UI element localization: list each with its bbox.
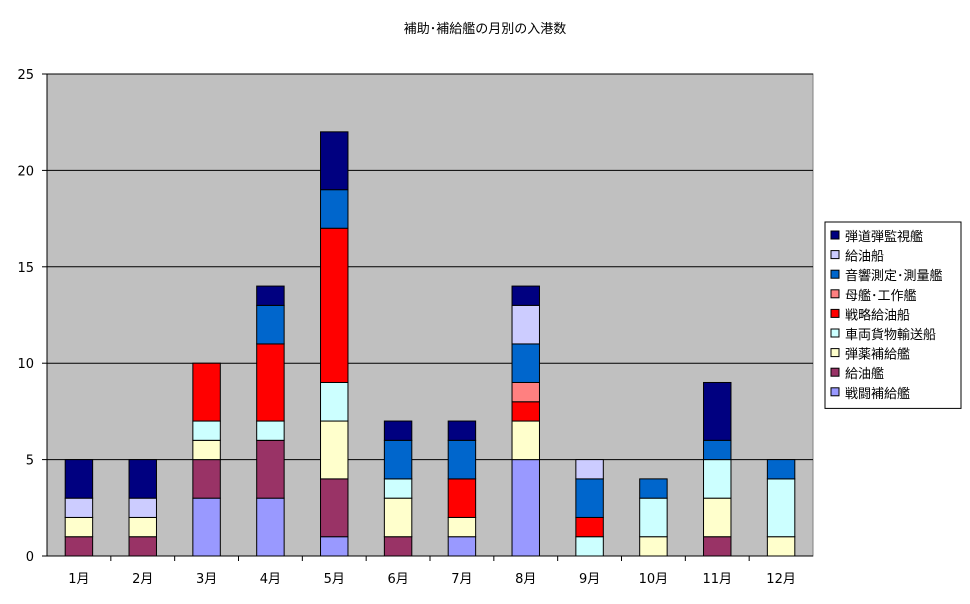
- bar-segment: [447, 478, 477, 518]
- bar-segment: [128, 516, 157, 538]
- legend-swatch: [830, 230, 840, 240]
- legend-label: 弾薬補給艦: [845, 348, 910, 363]
- bar-segment: [447, 439, 477, 480]
- bar-segment: [383, 420, 413, 441]
- bar-segment: [256, 420, 285, 441]
- bar-segment: [511, 420, 540, 461]
- bar-segment: [511, 343, 540, 383]
- bar-segment: [192, 420, 221, 441]
- bar-segment: [511, 285, 540, 306]
- bar-segment: [639, 497, 668, 538]
- bar-segment: [383, 536, 413, 557]
- legend-label: 車両貨物輸送船: [845, 327, 936, 343]
- bar-segment: [256, 497, 285, 557]
- x-tick-label: 6月: [387, 572, 408, 587]
- x-tick-label: 10月: [639, 572, 669, 587]
- bar-segment: [383, 439, 413, 480]
- bar-segment: [64, 459, 94, 499]
- bar-segment: [320, 381, 349, 422]
- bar-segment: [383, 497, 413, 538]
- bar-segment: [64, 516, 94, 538]
- bar-segment: [511, 401, 540, 422]
- bar-segment: [766, 536, 796, 557]
- x-tick-label: 4月: [260, 572, 281, 587]
- bar-segment: [128, 497, 157, 518]
- legend-label: 給油艦: [845, 367, 884, 382]
- bar-segment: [639, 478, 668, 499]
- bar-segment: [766, 478, 796, 538]
- bar-segment: [575, 478, 604, 518]
- bar-segment: [703, 536, 732, 557]
- bar-segment: [703, 459, 732, 499]
- bar-segment: [575, 516, 604, 538]
- y-tick-label: 25: [17, 68, 34, 83]
- x-tick-label: 1月: [68, 572, 89, 587]
- chart-title: 補助･補給艦の月別の入港数: [404, 22, 567, 37]
- plot-area: [46, 73, 814, 557]
- legend-label: 給油船: [845, 250, 884, 265]
- bar-segment: [128, 536, 157, 557]
- legend-swatch: [830, 328, 840, 338]
- bar-segment: [703, 497, 732, 538]
- bar-segment: [64, 497, 94, 518]
- bar-segment: [575, 536, 604, 557]
- bar-segment: [447, 516, 477, 538]
- bar-segment: [320, 420, 349, 480]
- x-tick-label: 3月: [196, 572, 217, 587]
- bar-segment: [256, 285, 285, 306]
- y-tick-label: 10: [17, 357, 34, 372]
- bar-segment: [766, 459, 796, 480]
- bar-segment: [703, 381, 732, 441]
- legend-swatch: [830, 269, 840, 279]
- bar-segment: [447, 420, 477, 441]
- bar-segment: [192, 362, 221, 422]
- bar-segment: [383, 478, 413, 499]
- bar-segment: [256, 304, 285, 345]
- legend-label: 戦闘補給艦: [845, 387, 910, 402]
- bar-segment: [447, 536, 477, 557]
- y-tick-label: 5: [26, 454, 34, 469]
- bar-segment: [320, 478, 349, 538]
- x-tick-label: 8月: [515, 572, 536, 587]
- bar-segment: [128, 459, 157, 499]
- bar-segment: [320, 189, 349, 229]
- bar-segment: [192, 439, 221, 461]
- legend-swatch: [830, 367, 840, 377]
- legend-swatch: [830, 308, 840, 318]
- y-tick-label: 0: [26, 550, 34, 565]
- legend-label: 弾道弾監視艦: [845, 229, 923, 245]
- legend-label: 戦略給油船: [845, 307, 910, 323]
- bar-segment: [192, 459, 221, 499]
- y-tick-label: 15: [17, 261, 34, 276]
- x-tick-label: 11月: [702, 572, 732, 587]
- bar-segment: [639, 536, 668, 557]
- bar-segment: [192, 497, 221, 557]
- legend: [824, 221, 962, 409]
- bar-segment: [511, 304, 540, 345]
- bar-segment: [511, 459, 540, 557]
- legend-label: 音響測定･測量艦: [845, 268, 943, 284]
- legend-swatch: [830, 289, 840, 299]
- y-tick-label: 20: [17, 164, 34, 179]
- legend-swatch: [830, 348, 840, 358]
- x-tick-label: 7月: [451, 572, 472, 587]
- bar-segment: [575, 459, 604, 480]
- bar-segment: [703, 439, 732, 461]
- x-tick-label: 12月: [766, 572, 796, 587]
- legend-swatch: [830, 250, 840, 260]
- bar-segment: [320, 227, 349, 383]
- x-tick-label: 5月: [324, 572, 345, 587]
- bar-segment: [256, 343, 285, 422]
- legend-label: 母艦･工作艦: [845, 289, 917, 304]
- bar-segment: [320, 536, 349, 557]
- legend-swatch: [830, 387, 840, 397]
- bar-segment: [320, 131, 349, 191]
- bar-segment: [511, 381, 540, 403]
- x-tick-label: 9月: [579, 572, 600, 587]
- bar-segment: [256, 439, 285, 499]
- bar-segment: [64, 536, 94, 557]
- x-tick-label: 2月: [132, 572, 153, 587]
